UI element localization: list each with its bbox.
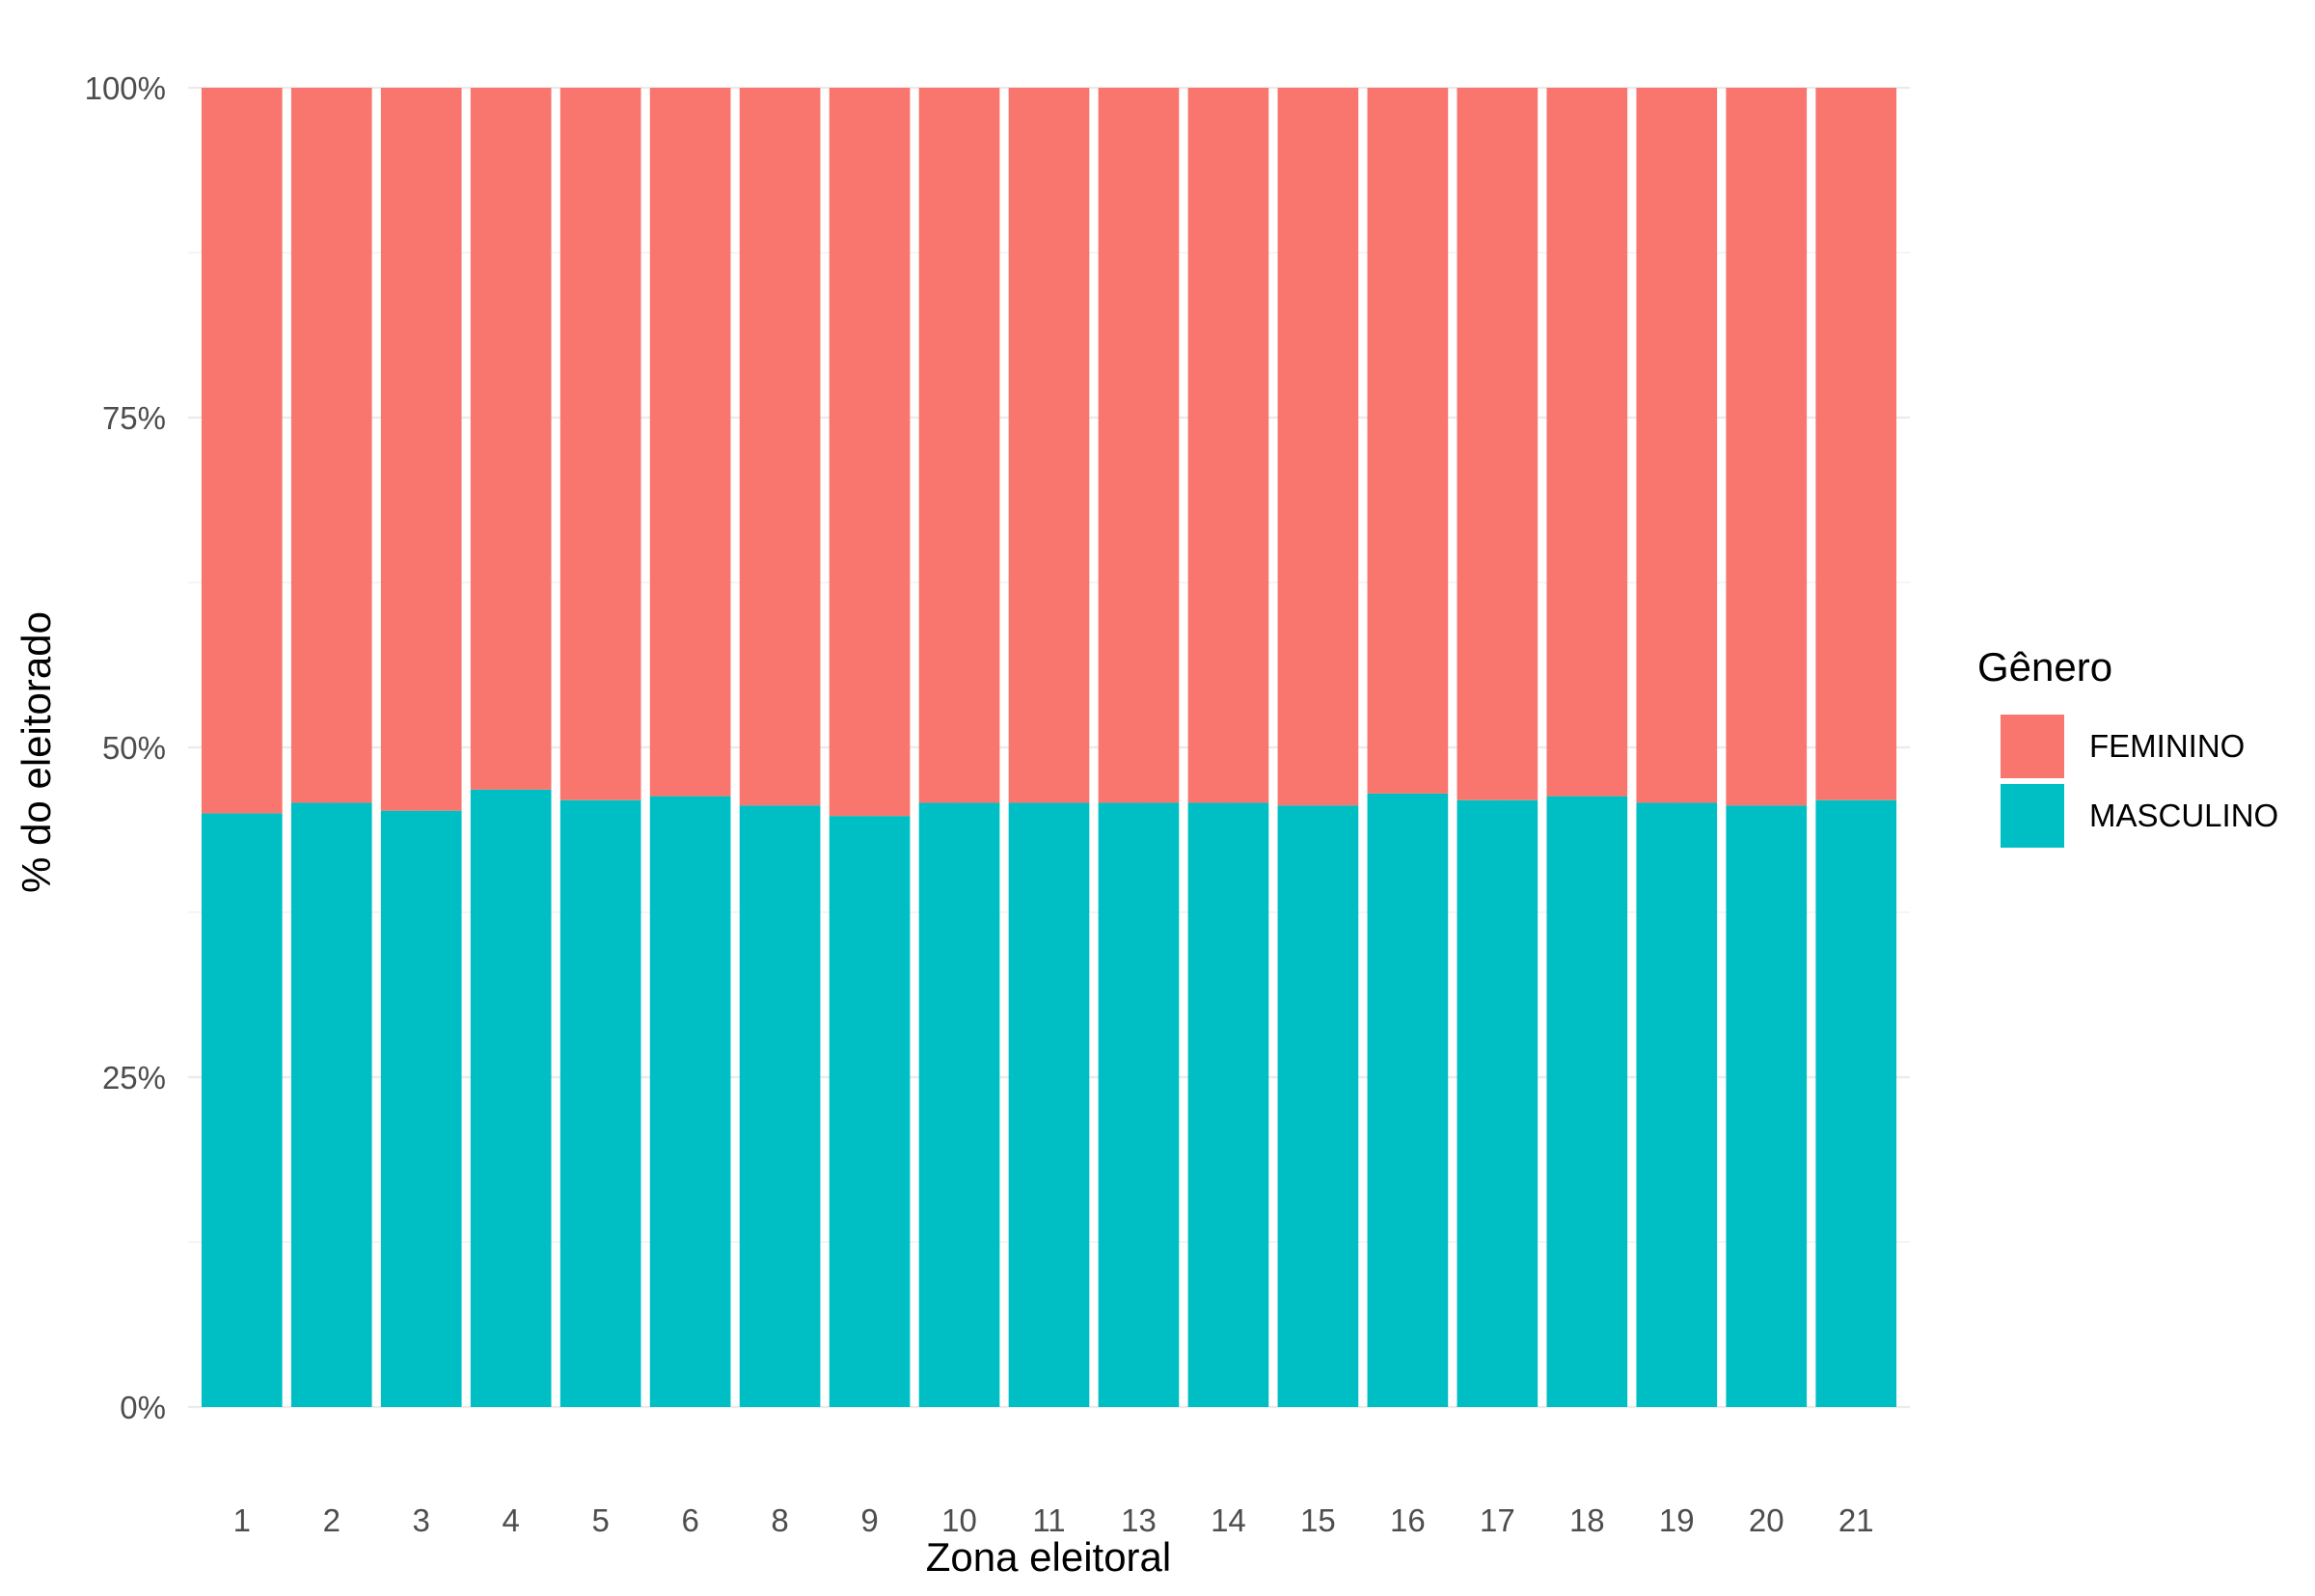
x-tick-label: 18 <box>1569 1502 1605 1538</box>
y-tick-label: 100% <box>85 70 166 106</box>
bar-feminino-zona-9 <box>829 88 911 817</box>
x-tick-label: 21 <box>1838 1502 1874 1538</box>
legend-key-feminino <box>2001 715 2064 778</box>
x-tick-label: 5 <box>591 1502 609 1538</box>
bar-masculino-zona-14 <box>1187 802 1269 1407</box>
bar-feminino-zona-13 <box>1098 88 1180 803</box>
x-tick-label: 1 <box>233 1502 251 1538</box>
bar-masculino-zona-8 <box>739 805 821 1407</box>
x-tick-label: 8 <box>771 1502 788 1538</box>
x-tick-label: 3 <box>413 1502 430 1538</box>
x-tick-label: 6 <box>681 1502 698 1538</box>
x-axis-title: Zona eleitoral <box>926 1534 1171 1580</box>
x-tick-label: 11 <box>1032 1502 1065 1538</box>
x-tick-label: 20 <box>1749 1502 1784 1538</box>
legend-label-feminino: FEMININO <box>2089 728 2245 764</box>
x-tick-label: 19 <box>1659 1502 1695 1538</box>
y-axis-title: % do eleitorado <box>14 611 59 893</box>
bar-masculino-zona-3 <box>380 810 462 1407</box>
y-tick-label: 0% <box>120 1390 166 1425</box>
x-tick-label: 17 <box>1480 1502 1515 1538</box>
legend: Gênero FEMININO MASCULINO <box>1977 644 2278 848</box>
bars <box>201 88 1897 1407</box>
bar-masculino-zona-19 <box>1636 802 1718 1407</box>
bar-masculino-zona-20 <box>1726 805 1808 1407</box>
bar-masculino-zona-18 <box>1546 796 1628 1407</box>
bar-feminino-zona-1 <box>201 88 283 814</box>
bar-feminino-zona-18 <box>1546 88 1628 797</box>
x-tick-label: 13 <box>1121 1502 1157 1538</box>
bar-masculino-zona-5 <box>559 799 641 1407</box>
bar-feminino-zona-3 <box>380 88 462 811</box>
bar-feminino-zona-19 <box>1636 88 1718 803</box>
bar-masculino-zona-10 <box>918 802 1000 1407</box>
bar-masculino-zona-21 <box>1815 799 1897 1407</box>
legend-key-masculino <box>2001 784 2064 848</box>
bar-masculino-zona-9 <box>829 816 911 1407</box>
tick-labels: 1 2 3 4 5 6 8 9 10 11 13 14 15 16 17 18 19 20 21 0% 25% 50% 75… <box>85 70 1874 1538</box>
x-tick-label: 9 <box>860 1502 878 1538</box>
bar-feminino-zona-17 <box>1457 88 1539 800</box>
x-tick-label: 10 <box>941 1502 977 1538</box>
bar-feminino-zona-6 <box>649 88 731 797</box>
bar-masculino-zona-16 <box>1367 793 1449 1407</box>
bar-masculino-zona-1 <box>201 813 283 1407</box>
x-tick-label: 16 <box>1390 1502 1426 1538</box>
bar-masculino-zona-2 <box>290 802 372 1407</box>
bar-feminino-zona-5 <box>559 88 641 800</box>
bar-feminino-zona-10 <box>918 88 1000 803</box>
bar-feminino-zona-21 <box>1815 88 1897 800</box>
y-tick-label: 50% <box>102 730 166 766</box>
bar-masculino-zona-11 <box>1008 802 1090 1407</box>
bar-masculino-zona-13 <box>1098 802 1180 1407</box>
legend-label-masculino: MASCULINO <box>2089 798 2278 833</box>
x-tick-label: 14 <box>1211 1502 1246 1538</box>
x-tick-label: 15 <box>1300 1502 1336 1538</box>
bar-feminino-zona-8 <box>739 88 821 806</box>
bar-feminino-zona-15 <box>1277 88 1359 806</box>
bar-masculino-zona-15 <box>1277 805 1359 1407</box>
bar-feminino-zona-20 <box>1726 88 1808 806</box>
legend-items: FEMININO MASCULINO <box>2001 715 2278 848</box>
x-tick-label: 2 <box>323 1502 340 1538</box>
legend-title: Gênero <box>1977 644 2112 690</box>
bar-feminino-zona-4 <box>470 88 552 790</box>
bar-feminino-zona-14 <box>1187 88 1269 803</box>
bar-masculino-zona-6 <box>649 796 731 1407</box>
y-tick-label: 75% <box>102 400 166 436</box>
bar-masculino-zona-17 <box>1457 799 1539 1407</box>
bar-feminino-zona-2 <box>290 88 372 803</box>
bar-feminino-zona-16 <box>1367 88 1449 794</box>
bar-masculino-zona-4 <box>470 789 552 1407</box>
bar-feminino-zona-11 <box>1008 88 1090 803</box>
x-tick-label: 4 <box>503 1502 520 1538</box>
y-tick-label: 25% <box>102 1060 166 1096</box>
